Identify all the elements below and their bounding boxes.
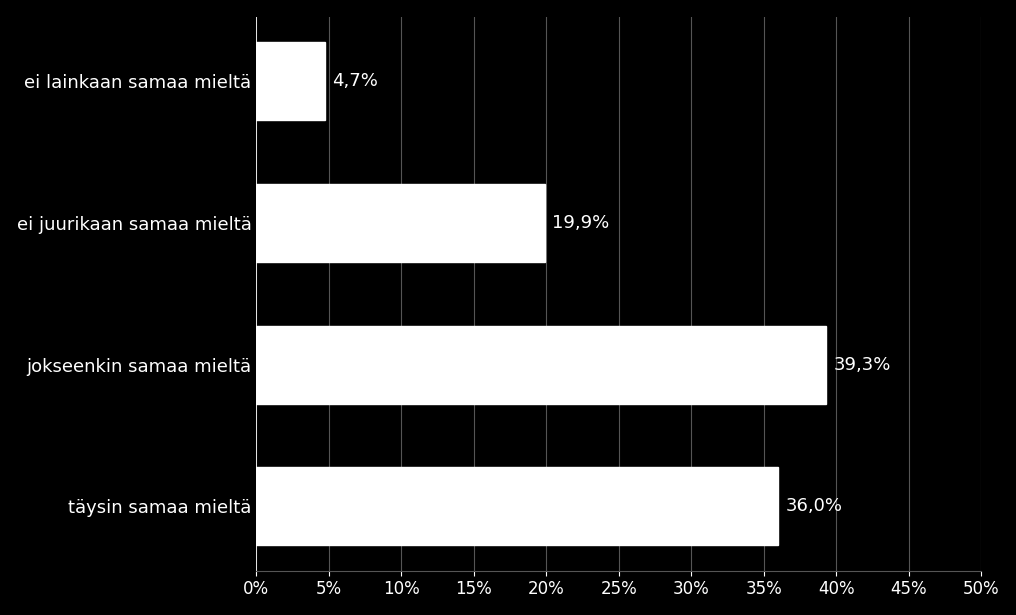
Text: 19,9%: 19,9% — [552, 213, 610, 232]
Text: 39,3%: 39,3% — [833, 355, 891, 373]
Bar — [256, 184, 545, 262]
Bar — [256, 42, 324, 120]
Text: 36,0%: 36,0% — [785, 498, 842, 515]
Bar — [256, 467, 778, 546]
Bar — [256, 325, 826, 403]
Text: 4,7%: 4,7% — [332, 72, 378, 90]
